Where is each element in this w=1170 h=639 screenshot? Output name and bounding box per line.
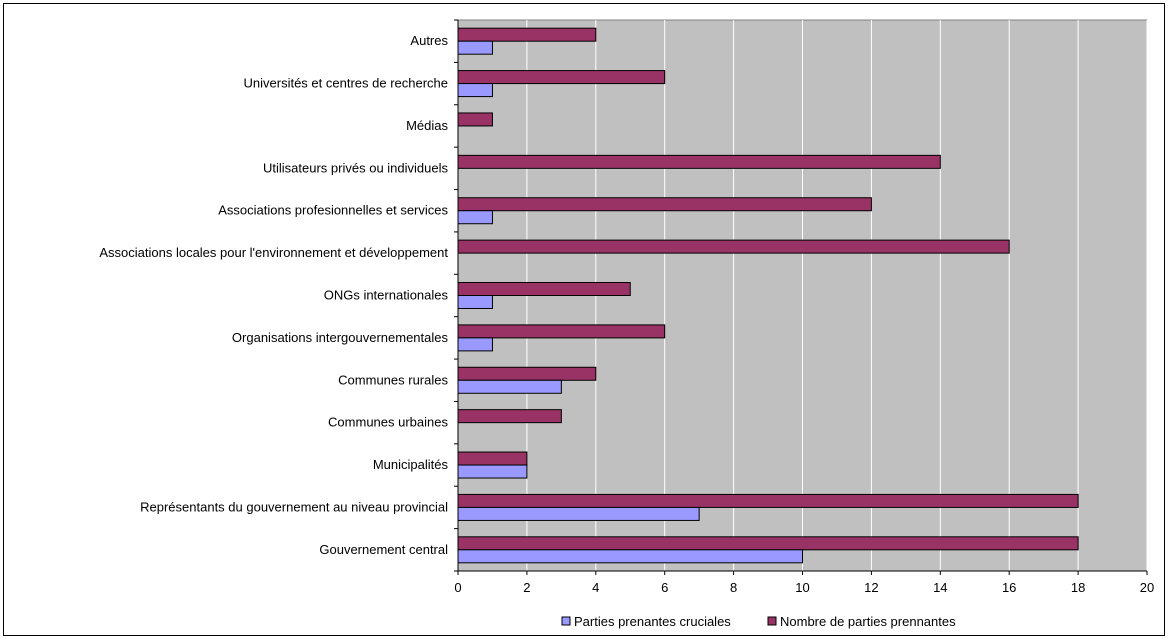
x-tick-label: 10 [795,580,809,595]
bar-nombre-parties-prennantes [457,70,666,85]
bar-parties-prenantes-cruciales [457,506,700,521]
x-tick-label: 18 [1071,580,1085,595]
x-tick-label: 4 [592,580,599,595]
gridlines [454,19,1148,572]
x-tick-label: 20 [1140,580,1154,595]
legend-swatch [767,616,777,626]
x-tick-label: 0 [454,580,461,595]
category-label: Médias [406,118,448,133]
bar-chart: Autres Universités et centres de recherch… [99,19,1154,629]
legend: Parties prenantes cruciales Nombre de par… [561,614,956,629]
category-label: Communes rurales [338,372,448,387]
category-label: Autres [410,33,448,48]
bar-parties-prenantes-cruciales [457,295,493,309]
chart-frame: Autres Universités et centres de recherch… [3,3,1165,636]
bar-nombre-parties-prennantes [457,409,562,424]
category-label: ONGs internationales [324,288,449,303]
bar-nombre-parties-prennantes [457,27,597,42]
bar-nombre-parties-prennantes [457,282,631,296]
x-tick-label: 6 [661,580,668,595]
legend-label: Parties prenantes cruciales [574,614,731,629]
x-tick-label: 2 [523,580,530,595]
bar-parties-prenantes-cruciales [457,337,493,352]
x-tick-label: 16 [1002,580,1016,595]
category-label: Utilisateurs privés ou individuels [263,160,448,175]
bar-nombre-parties-prennantes [457,536,1079,551]
category-labels: Autres Universités et centres de recherch… [99,33,448,557]
bar-nombre-parties-prennantes [457,324,666,339]
bar-nombre-parties-prennantes [457,451,528,466]
bar-parties-prenantes-cruciales [457,464,528,479]
x-tick-label: 14 [933,580,947,595]
bar-nombre-parties-prennantes [457,493,1079,508]
category-label: Associations locales pour l'environnemen… [99,245,448,260]
bar-parties-prenantes-cruciales [457,379,562,394]
bar-nombre-parties-prennantes [457,112,493,127]
bar-parties-prenantes-cruciales [457,83,493,98]
x-tick-label: 12 [864,580,878,595]
category-label: Gouvernement central [319,542,448,557]
legend-swatch [561,616,571,626]
bar-nombre-parties-prennantes [457,366,597,381]
x-tick-label: 8 [730,580,737,595]
x-axis-ticks: 0 2 4 6 8 10 12 14 16 18 20 [454,571,1154,595]
category-label: Associations profesionnelles et services [218,203,448,218]
category-label: Municipalités [373,457,449,472]
bar-parties-prenantes-cruciales [457,549,803,564]
legend-label: Nombre de parties prennantes [780,614,956,629]
bar-nombre-parties-prennantes [457,154,941,169]
bar-parties-prenantes-cruciales [457,40,493,55]
category-label: Communes urbaines [328,415,448,430]
bars [457,27,1079,564]
bar-nombre-parties-prennantes [457,197,872,212]
bar-nombre-parties-prennantes [457,239,1010,254]
category-label: Universités et centres de recherche [244,76,448,91]
category-label: Organisations intergouvernementales [232,330,449,345]
category-label: Représentants du gouvernement au niveau … [140,499,448,514]
bar-parties-prenantes-cruciales [457,210,493,225]
